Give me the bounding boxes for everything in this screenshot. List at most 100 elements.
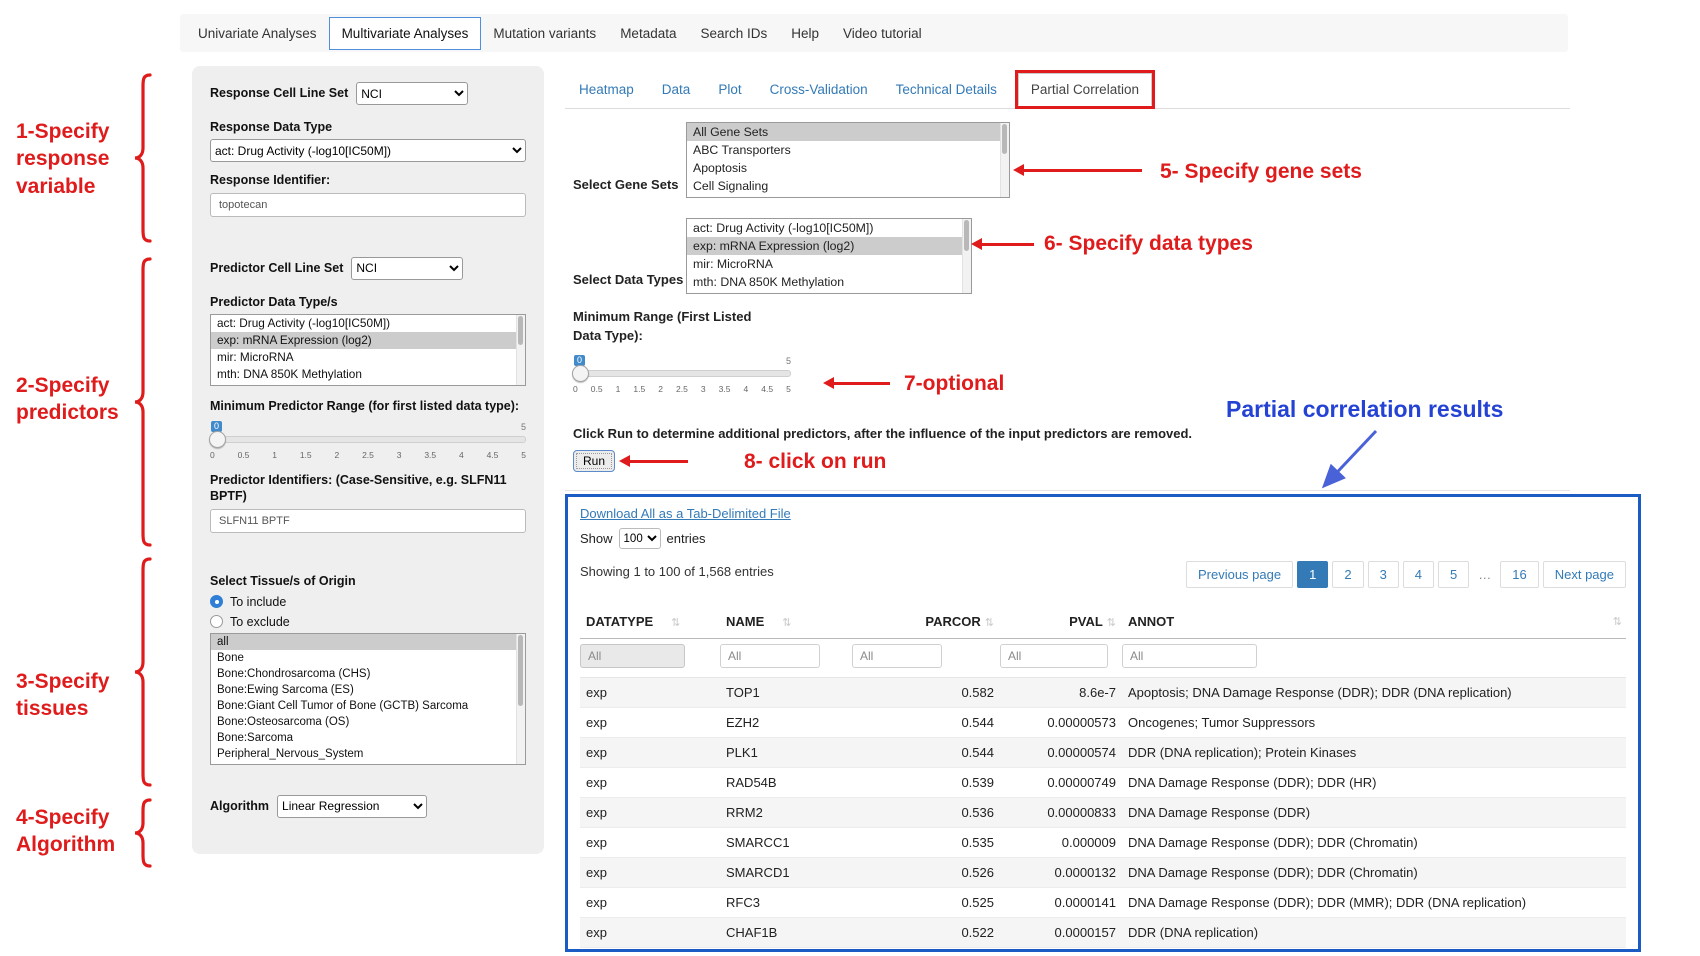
results-tabbar: Heatmap Data Plot Cross-Validation Techn… <box>565 70 1570 109</box>
filter-name-input[interactable] <box>720 644 820 668</box>
tab-heatmap[interactable]: Heatmap <box>565 73 648 106</box>
gene-set-option[interactable]: Cell Signaling <box>687 177 1009 195</box>
scrollbar[interactable] <box>516 634 525 764</box>
column-header-annot[interactable]: ANNOT⇅ <box>1122 605 1626 639</box>
cell-datatype: exp <box>580 678 720 708</box>
pagination-page-4[interactable]: 4 <box>1403 561 1434 588</box>
tissue-include-radio[interactable]: To include <box>210 595 526 609</box>
cell-name: RAD54B <box>720 768 852 798</box>
cell-name: TOP1 <box>720 678 852 708</box>
column-header-datatype[interactable]: DATATYPE⇅ <box>580 605 720 639</box>
pagination-previous[interactable]: Previous page <box>1186 561 1293 588</box>
cell-annot: DNA Damage Response (DDR) <box>1122 798 1626 828</box>
slider-ticks: 00.511.522.533.544.55 <box>573 384 791 394</box>
scrollbar[interactable] <box>516 315 525 385</box>
bracket-step4 <box>134 797 154 869</box>
column-header-parcor[interactable]: PARCOR⇅ <box>852 605 1000 639</box>
tab-technical-details[interactable]: Technical Details <box>882 73 1011 106</box>
tissue-option[interactable]: Bone:Sarcoma <box>211 730 525 746</box>
tab-data[interactable]: Data <box>648 73 705 106</box>
annotation-step6: 6- Specify data types <box>1044 230 1253 257</box>
topnav-item-search-ids[interactable]: Search IDs <box>688 18 779 49</box>
filter-annot-input[interactable] <box>1122 644 1257 668</box>
bracket-step2 <box>134 256 154 548</box>
cell-parcor: 0.536 <box>852 798 1000 828</box>
scrollbar[interactable] <box>1000 123 1009 197</box>
tab-cross-validation[interactable]: Cross-Validation <box>756 73 882 106</box>
min-predictor-range-slider[interactable]: 0 5 <box>210 420 526 448</box>
min-predictor-range-label: Minimum Predictor Range (for first liste… <box>210 398 526 414</box>
pagination-page-3[interactable]: 3 <box>1368 561 1399 588</box>
predictor-cell-line-set-select[interactable]: NCI <box>351 257 463 280</box>
column-header-name[interactable]: NAME⇅ <box>720 605 852 639</box>
table-row: exp SMARCC1 0.535 0.000009 DNA Damage Re… <box>580 828 1626 858</box>
topnav-item-univariate-analyses[interactable]: Univariate Analyses <box>186 18 329 49</box>
cell-parcor: 0.522 <box>852 918 1000 948</box>
slider-handle[interactable] <box>572 365 589 382</box>
gene-sets-label: Select Gene Sets <box>573 177 679 192</box>
download-link[interactable]: Download All as a Tab-Delimited File <box>580 506 791 521</box>
gene-set-option[interactable]: ABC Transporters <box>687 141 1009 159</box>
cell-name: EZH2 <box>720 708 852 738</box>
data-type-option[interactable]: act: Drug Activity (-log10[IC50M]) <box>687 219 971 237</box>
topnav-item-metadata[interactable]: Metadata <box>608 18 688 49</box>
cell-datatype: exp <box>580 918 720 948</box>
tab-partial-correlation[interactable]: Partial Correlation <box>1018 73 1152 106</box>
pagination-page-5[interactable]: 5 <box>1438 561 1469 588</box>
tissue-option[interactable]: Bone <box>211 650 525 666</box>
predictor-data-type-option-selected[interactable]: exp: mRNA Expression (log2) <box>211 332 525 349</box>
topnav-item-mutation-variants[interactable]: Mutation variants <box>481 18 608 49</box>
slider-track[interactable] <box>210 436 526 443</box>
tissue-option[interactable]: Bone:Giant Cell Tumor of Bone (GCTB) Sar… <box>211 698 525 714</box>
response-identifier-input[interactable] <box>210 193 526 217</box>
cell-pval: 0.0000141 <box>1000 888 1122 918</box>
tab-plot[interactable]: Plot <box>704 73 755 106</box>
tissue-option[interactable]: Bone:Ewing Sarcoma (ES) <box>211 682 525 698</box>
data-type-option-selected[interactable]: exp: mRNA Expression (log2) <box>687 237 971 255</box>
tissue-option[interactable]: Bone:Osteosarcoma (OS) <box>211 714 525 730</box>
topnav-item-help[interactable]: Help <box>779 18 831 49</box>
gene-set-option[interactable]: Apoptosis <box>687 159 1009 177</box>
pagination-page-2[interactable]: 2 <box>1332 561 1363 588</box>
filter-pval-input[interactable] <box>1000 644 1108 668</box>
pagination-page-1[interactable]: 1 <box>1297 561 1328 588</box>
pagination-next[interactable]: Next page <box>1543 561 1626 588</box>
column-header-pval[interactable]: PVAL⇅ <box>1000 605 1122 639</box>
cell-name: SMARCC1 <box>720 828 852 858</box>
predictor-data-type-option[interactable]: mth: DNA 850K Methylation <box>211 366 525 383</box>
data-type-option[interactable]: mir: MicroRNA <box>687 255 971 273</box>
sort-icon: ⇅ <box>782 617 791 629</box>
radio-unchecked-icon <box>210 615 223 628</box>
response-data-type-select[interactable]: act: Drug Activity (-log10[IC50M]) <box>210 139 526 162</box>
topnav-item-video-tutorial[interactable]: Video tutorial <box>831 18 934 49</box>
arrow-step5 <box>1024 169 1142 172</box>
predictor-data-type-option[interactable]: act: Drug Activity (-log10[IC50M]) <box>211 315 525 332</box>
pagination-page-16[interactable]: 16 <box>1500 561 1538 588</box>
run-button[interactable]: Run <box>573 450 615 472</box>
gene-set-option-selected[interactable]: All Gene Sets <box>687 123 1009 141</box>
cell-pval: 0.000009 <box>1000 828 1122 858</box>
scrollbar[interactable] <box>962 219 971 293</box>
filter-parcor-input[interactable] <box>852 644 942 668</box>
slider-track[interactable] <box>573 370 791 377</box>
cell-pval: 0.00000573 <box>1000 708 1122 738</box>
tissue-exclude-radio[interactable]: To exclude <box>210 615 526 629</box>
min-range-slider[interactable]: 0 5 <box>573 354 791 382</box>
tissue-option-selected[interactable]: all <box>211 634 525 650</box>
arrow-step6 <box>982 243 1034 246</box>
topnav-item-multivariate-analyses[interactable]: Multivariate Analyses <box>329 17 482 50</box>
cell-datatype: exp <box>580 708 720 738</box>
algorithm-select[interactable]: Linear Regression <box>277 795 427 818</box>
predictor-data-type-option[interactable]: mir: MicroRNA <box>211 349 525 366</box>
show-entries-select[interactable]: 100 <box>619 528 661 549</box>
min-range-slider-wrap: 0 5 00.511.522.533.544.55 <box>573 348 791 394</box>
tissue-option[interactable]: Bone:Chondrosarcoma (CHS) <box>211 666 525 682</box>
response-cell-line-set-select[interactable]: NCI <box>356 82 468 105</box>
table-row: exp SMARCD1 0.526 0.0000132 DNA Damage R… <box>580 858 1626 888</box>
filter-datatype-input[interactable] <box>580 644 685 668</box>
slider-handle[interactable] <box>209 431 226 448</box>
data-type-option[interactable]: mth: DNA 850K Methylation <box>687 273 971 291</box>
tissue-option[interactable]: Peripheral_Nervous_System <box>211 746 525 762</box>
cell-name: PLK1 <box>720 738 852 768</box>
predictor-identifiers-input[interactable] <box>210 509 526 533</box>
